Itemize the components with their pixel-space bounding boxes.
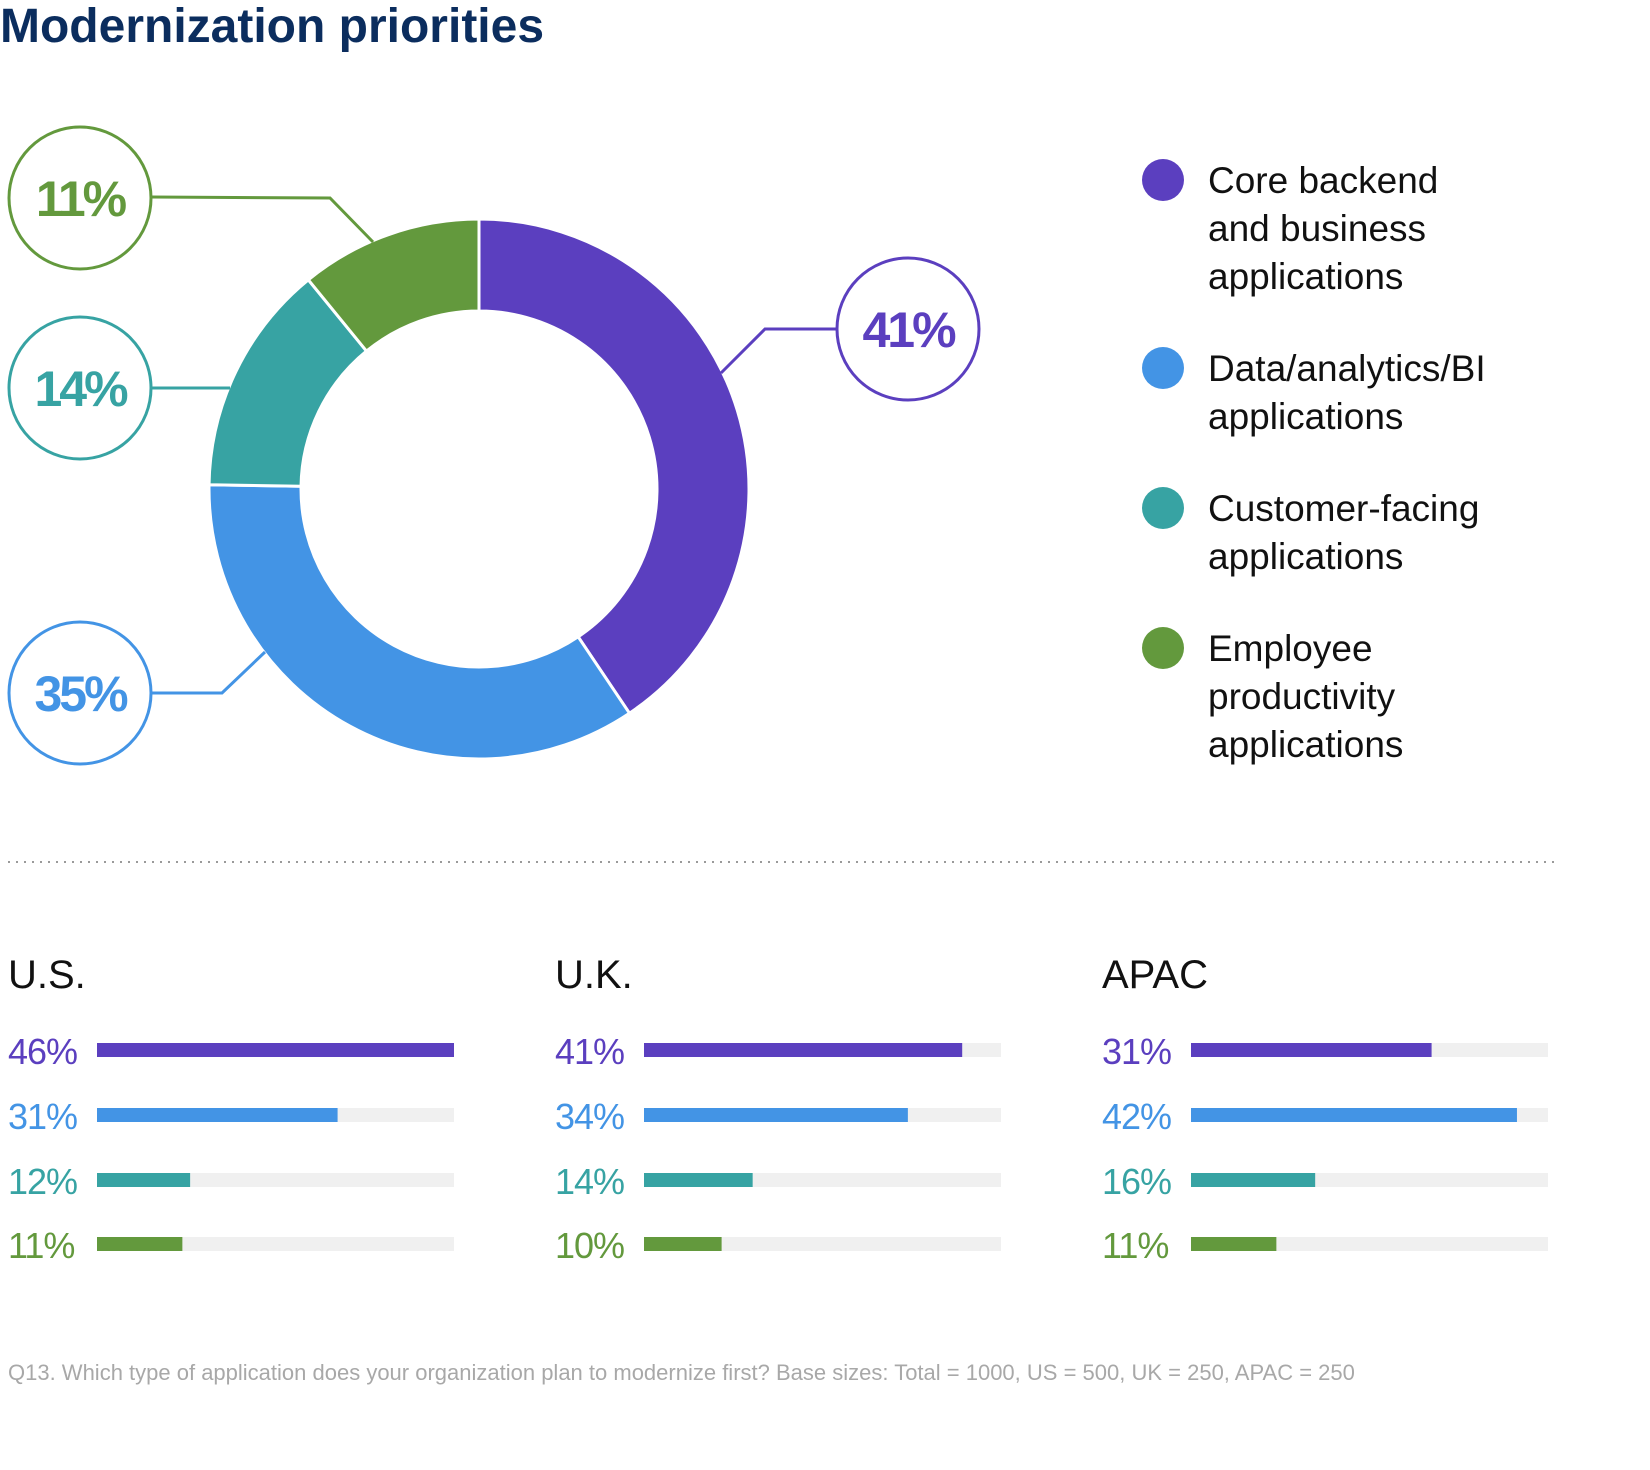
bar [97, 1108, 338, 1122]
bar [644, 1173, 753, 1187]
legend-label: Employee [1208, 628, 1373, 669]
bar [644, 1237, 722, 1251]
bar-value-label: 16% [1102, 1161, 1171, 1202]
region-group: U.S. 46% 31% 12% 11% [8, 953, 454, 1266]
legend-label: applications [1208, 536, 1403, 577]
bar-value-label: 34% [555, 1096, 624, 1137]
donut-segment [477, 217, 751, 716]
legend-label: Core backend [1208, 160, 1438, 201]
callout-circle [835, 256, 981, 402]
bar-value-label: 46% [8, 1031, 77, 1072]
bar [644, 1108, 908, 1122]
callout-leader-line [151, 650, 267, 695]
bar [644, 1043, 963, 1057]
bar-value-label: 10% [555, 1225, 624, 1266]
bar [1191, 1237, 1277, 1251]
callout-circle [7, 125, 153, 271]
bar-value-label: 12% [8, 1161, 77, 1202]
callout-leader-line [719, 327, 837, 375]
legend-label: applications [1208, 724, 1403, 765]
footnote: Q13. Which type of application does your… [8, 1360, 1355, 1385]
region-title: U.S. [8, 953, 86, 997]
legend-label: productivity [1208, 676, 1396, 717]
bar-track [1191, 1237, 1548, 1251]
donut-segment [306, 217, 481, 354]
donut-callouts: 41% 35% 14% 11% [7, 125, 981, 766]
callout-circle [7, 315, 153, 461]
callout-value: 14% [34, 361, 128, 417]
bar-value-label: 11% [8, 1225, 74, 1266]
donut-chart [207, 217, 751, 761]
legend-swatch [1142, 487, 1184, 529]
page-title: Modernization priorities [0, 0, 544, 53]
legend-swatch [1142, 347, 1184, 389]
legend-label: Data/analytics/BI [1208, 348, 1486, 389]
donut-segment [207, 483, 632, 761]
region-group: U.K. 41% 34% 14% 10% [555, 953, 1001, 1266]
bar-value-label: 31% [1102, 1031, 1171, 1072]
callout-value: 41% [862, 302, 956, 358]
bar-value-label: 14% [555, 1161, 624, 1202]
callout-circle [7, 620, 153, 766]
bar-value-label: 42% [1102, 1096, 1171, 1137]
bar [1191, 1173, 1316, 1187]
bar-track [644, 1237, 1001, 1251]
legend-swatch [1142, 159, 1184, 201]
legend-label: applications [1208, 256, 1403, 297]
callout-value: 11% [36, 171, 127, 227]
bar [97, 1237, 183, 1251]
legend: Core backend and business applications Data… [1142, 159, 1486, 765]
region-bar-charts: U.S. 46% 31% 12% 11% U.K. 41% 34% 14% 10% APAC 31% 4… [8, 953, 1548, 1266]
legend-swatch [1142, 627, 1184, 669]
legend-label: Customer-facing [1208, 488, 1479, 529]
bar-track [97, 1237, 454, 1251]
region-title: U.K. [555, 953, 633, 997]
region-group: APAC 31% 42% 16% 11% [1102, 953, 1548, 1266]
callout-leader-line [150, 195, 375, 244]
bar [97, 1043, 454, 1057]
callout-value: 35% [34, 666, 128, 722]
bar [1191, 1043, 1432, 1057]
bar [97, 1173, 191, 1187]
bar-value-label: 41% [555, 1031, 624, 1072]
region-title: APAC [1102, 953, 1208, 997]
bar-value-label: 31% [8, 1096, 77, 1137]
bar-value-label: 11% [1102, 1225, 1168, 1266]
legend-label: and business [1208, 208, 1426, 249]
legend-label: applications [1208, 396, 1403, 437]
bar [1191, 1108, 1517, 1122]
